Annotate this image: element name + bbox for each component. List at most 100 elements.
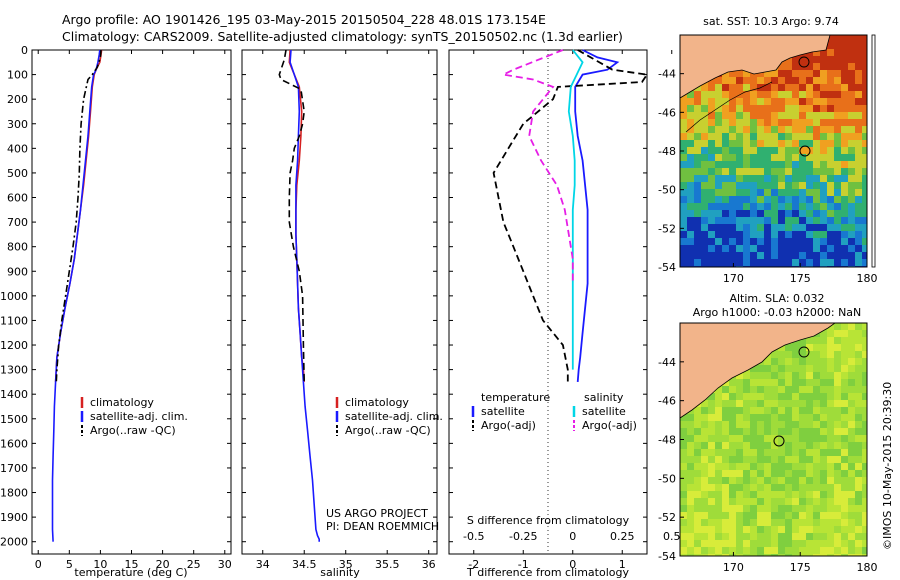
map-cell [764, 393, 771, 400]
map-cell [764, 196, 771, 203]
map-cell [848, 337, 855, 344]
map-cell [820, 505, 827, 512]
map-cell [862, 210, 867, 217]
map-cell [806, 196, 813, 203]
new-zealand-landmass [680, 323, 836, 419]
map-cell [736, 175, 743, 182]
map-cell [848, 168, 855, 175]
map-cell [743, 182, 750, 189]
map-cell [820, 540, 827, 547]
y-tick-label: -50 [658, 184, 676, 197]
map-cell [785, 231, 792, 238]
map-cell [708, 505, 715, 512]
map-cell [757, 477, 764, 484]
map-cell [729, 119, 736, 126]
map-cell [743, 547, 750, 554]
map-cell [729, 203, 736, 210]
map-cell [743, 245, 750, 252]
map-cell [806, 91, 813, 98]
map-cell [687, 119, 694, 126]
map-cell [862, 533, 867, 540]
map-cell [792, 540, 799, 547]
map-cell [729, 414, 736, 421]
map-cell [701, 147, 708, 154]
map-cell [687, 231, 694, 238]
map-cell [792, 126, 799, 133]
map-cell [701, 477, 708, 484]
map-cell [687, 463, 694, 470]
map-cell [729, 533, 736, 540]
map-cell [736, 154, 743, 161]
map-cell [862, 133, 867, 140]
y-tick-label: 1000 [0, 290, 28, 303]
map-cell [799, 245, 806, 252]
map-cell [834, 484, 841, 491]
map-cell [680, 470, 687, 477]
legend-title-salinity: salinity [584, 391, 624, 404]
map-cell [834, 365, 841, 372]
map-cell [792, 133, 799, 140]
map-cell [792, 400, 799, 407]
map-cell [708, 421, 715, 428]
salinity-panel: 34 34.5 35 35.5 36 climatology satellite-adj… [241, 49, 443, 579]
map-cell [701, 540, 708, 547]
map-cell [680, 554, 687, 556]
legend-temp-argo-label: Argo(-adj) [481, 419, 536, 432]
map-cell [820, 84, 827, 91]
map-cell [813, 372, 820, 379]
map-cell [708, 498, 715, 505]
map-cell [694, 477, 701, 484]
map-cell [687, 484, 694, 491]
map-cell [757, 77, 764, 84]
map-cell [855, 463, 862, 470]
map-cell [722, 421, 729, 428]
map-cell [799, 519, 806, 526]
map-cell [729, 470, 736, 477]
map-cell [785, 168, 792, 175]
map-cell [694, 484, 701, 491]
map-cell [785, 112, 792, 119]
map-cell [750, 540, 757, 547]
map-cell [757, 119, 764, 126]
x-tick-label: 25 [187, 558, 201, 571]
map-cell [841, 547, 848, 554]
map-cell [771, 540, 778, 547]
map-cell [715, 217, 722, 224]
map-cell [757, 547, 764, 554]
map-cell [841, 245, 848, 252]
map-cell [806, 56, 813, 63]
map-cell [680, 252, 687, 259]
map-cell [743, 231, 750, 238]
map-cell [848, 210, 855, 217]
map-cell [701, 554, 708, 556]
map-cell [848, 224, 855, 231]
map-cell [834, 84, 841, 91]
map-cell [806, 238, 813, 245]
map-cell [694, 189, 701, 196]
map-cell [834, 330, 841, 337]
map-cell [834, 70, 841, 77]
map-cell [841, 365, 848, 372]
map-cell [827, 259, 834, 266]
map-cell [771, 126, 778, 133]
map-cell [750, 133, 757, 140]
x-tick-label: 1 [619, 558, 626, 571]
salinity-series-group [278, 49, 321, 542]
map-cell [715, 84, 722, 91]
map-cell [687, 259, 694, 266]
map-cell [771, 477, 778, 484]
map-cell [799, 533, 806, 540]
map-cell [862, 168, 867, 175]
map-cell [785, 70, 792, 77]
map-cell [827, 91, 834, 98]
map-cell [813, 56, 820, 63]
map-cell [806, 386, 813, 393]
map-cell [736, 449, 743, 456]
map-cell [799, 400, 806, 407]
map-cell [827, 147, 834, 154]
map-cell [736, 505, 743, 512]
map-cell [778, 168, 785, 175]
map-cell [750, 449, 757, 456]
map-cell [862, 386, 867, 393]
map-cell [722, 526, 729, 533]
